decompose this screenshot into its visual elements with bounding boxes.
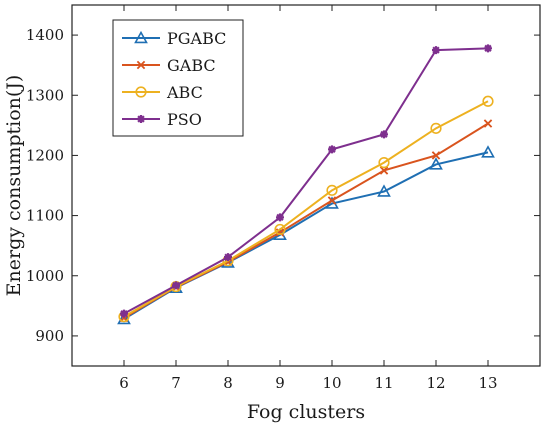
x-axis-label: Fog clusters	[247, 401, 365, 423]
data-point	[432, 46, 440, 55]
x-tick-label: 10	[322, 374, 341, 392]
y-axis: 900 1000 1100 1200 1300 1400	[26, 26, 540, 345]
series-line-abc	[123, 100, 489, 318]
legend-label: GABC	[167, 56, 216, 75]
series-abc	[118, 95, 494, 323]
data-point	[276, 213, 284, 222]
legend-label: ABC	[166, 83, 203, 102]
x-tick-label: 6	[119, 374, 129, 392]
series-pso	[120, 44, 492, 318]
legend-item-pso: PSO	[122, 110, 202, 129]
y-tick-label: 1300	[26, 86, 64, 104]
data-point	[378, 157, 390, 169]
legend-item-pgabc: PGABC	[122, 29, 226, 48]
data-point	[481, 145, 495, 158]
legend: PGABC GABC ABC PSO	[112, 19, 244, 137]
data-point	[429, 157, 443, 170]
legend-marker	[137, 115, 145, 123]
data-point	[484, 44, 492, 53]
y-tick-label: 1100	[26, 207, 64, 225]
x-tick-label: 11	[374, 374, 393, 392]
data-point	[172, 281, 180, 290]
x-tick-label: 7	[171, 374, 181, 392]
y-tick-label: 1200	[26, 146, 64, 164]
y-tick-label: 900	[35, 327, 64, 345]
data-point	[482, 95, 494, 107]
data-point	[117, 311, 131, 325]
data-point	[224, 253, 232, 262]
data-point	[274, 223, 286, 236]
x-tick-label: 8	[223, 374, 233, 392]
data-point	[380, 130, 388, 139]
x-axis: 6 7 8 9 10 11 12 13	[119, 5, 498, 392]
y-tick-label: 1000	[26, 267, 64, 285]
x-tick-label: 9	[275, 374, 285, 392]
legend-marker	[136, 60, 146, 70]
data-point	[483, 119, 493, 128]
y-tick-label: 1400	[26, 26, 64, 44]
data-point	[377, 184, 391, 197]
data-point	[379, 166, 389, 175]
data-point	[120, 309, 128, 318]
data-point	[327, 196, 337, 205]
data-point	[430, 122, 442, 134]
data-point	[431, 151, 441, 160]
data-point	[326, 184, 338, 196]
legend-box	[112, 19, 244, 137]
x-tick-label: 12	[426, 374, 445, 392]
series-layer	[117, 44, 495, 325]
legend-marker	[134, 30, 148, 44]
series-line-pso	[123, 47, 489, 315]
x-tick-label: 13	[478, 374, 497, 392]
plot-area-frame	[71, 4, 541, 367]
series-pgabc	[117, 145, 495, 325]
legend-label: PSO	[167, 110, 202, 129]
legend-item-gabc: GABC	[122, 56, 216, 75]
legend-item-abc: ABC	[122, 83, 203, 102]
data-point	[328, 145, 336, 154]
legend-label: PGABC	[167, 29, 226, 48]
series-line-pgabc	[123, 151, 489, 320]
legend-marker	[135, 86, 147, 98]
y-axis-label: Energy consumption(J)	[3, 75, 25, 297]
